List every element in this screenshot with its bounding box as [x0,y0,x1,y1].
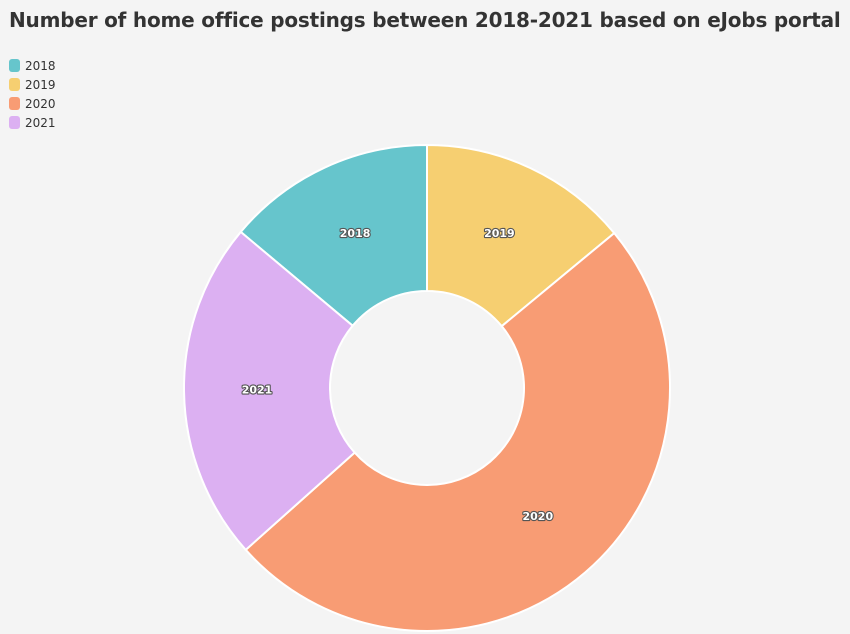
chart-title: Number of home office postings between 2… [9,8,841,32]
slice-label-2020: 2020 [522,510,553,523]
slice-label-2021: 2021 [242,384,273,397]
legend-swatch-2018 [9,59,20,72]
legend-label-2021: 2021 [25,115,56,130]
legend-item-2021[interactable]: 2021 [9,113,56,132]
legend-item-2019[interactable]: 2019 [9,75,56,94]
legend-swatch-2020 [9,97,20,110]
legend-swatch-2019 [9,78,20,91]
donut-slice-2018[interactable] [239,143,428,328]
donut-slice-2019[interactable] [426,143,616,328]
legend-item-2020[interactable]: 2020 [9,94,56,113]
legend-label-2018: 2018 [25,58,56,73]
legend-label-2020: 2020 [25,96,56,111]
slice-label-2019: 2019 [484,227,515,240]
legend-item-2018[interactable]: 2018 [9,56,56,75]
donut-slice-labels: 2018 2019 2020 2021 [241,226,555,524]
donut-slices [183,143,672,633]
donut-slice-2020[interactable] [244,231,672,633]
donut-slice-2021[interactable] [183,230,357,552]
legend-label-2019: 2019 [25,77,56,92]
legend: 2018 2019 2020 2021 [9,56,56,132]
legend-swatch-2021 [9,116,20,129]
slice-label-2018: 2018 [340,227,371,240]
